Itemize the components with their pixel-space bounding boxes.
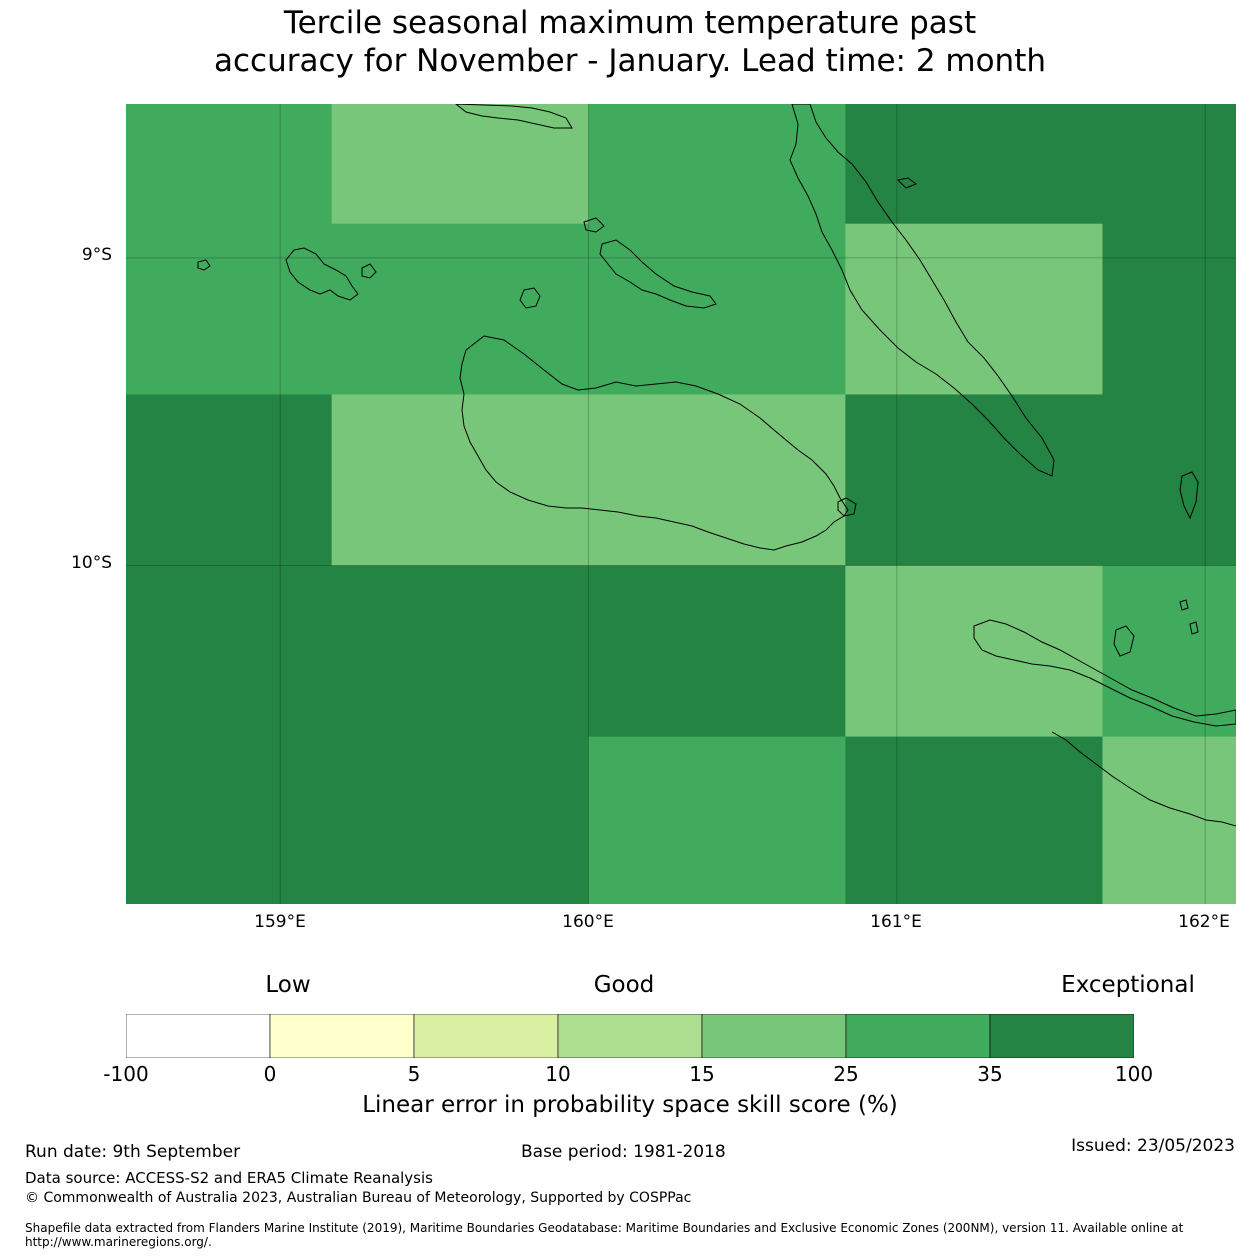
grid-cell <box>1102 104 1236 225</box>
data-source: Data source: ACCESS-S2 and ERA5 Climate … <box>25 1169 433 1187</box>
grid-cell <box>126 394 333 567</box>
colorbar-tick: 15 <box>689 1062 715 1086</box>
lon-label-162e: 162°E <box>1178 912 1230 932</box>
grid-cell <box>588 104 846 225</box>
colorbar-bin <box>557 1013 703 1059</box>
run-date: Run date: 9th September <box>25 1142 241 1162</box>
coastline-islet-nggela-north <box>583 217 605 233</box>
legend-label-exceptional: Exceptional <box>1061 972 1195 998</box>
legend-label-good: Good <box>593 972 655 998</box>
map-canvas <box>126 104 1236 904</box>
colorbar-canvas <box>125 1013 1135 1059</box>
grid-cell <box>331 223 589 395</box>
grid-cell <box>588 736 846 904</box>
skill-score-map <box>126 104 1236 904</box>
colorbar-bin <box>989 1013 1135 1059</box>
colorbar-tick: 10 <box>545 1062 571 1086</box>
coastline-islet-makira-north <box>1113 625 1135 657</box>
grid-cell <box>845 565 1103 738</box>
base-period: Base period: 1981-2018 <box>521 1142 726 1162</box>
grid-cell <box>126 223 333 395</box>
coastline-makira <box>973 619 1236 727</box>
coastline-guadalcanal <box>459 335 849 551</box>
colorbar-bin <box>125 1013 271 1059</box>
grid-cell <box>126 104 333 225</box>
grid-cell <box>1102 223 1236 395</box>
grid-cell <box>331 565 589 738</box>
coastline-islet-small-2 <box>1189 621 1199 635</box>
lon-label-159e: 159°E <box>254 912 306 932</box>
coastline-russell-islands <box>285 247 359 301</box>
colorbar-bin <box>269 1013 415 1059</box>
grid-cell <box>126 565 333 738</box>
coastline-islet-russell-small <box>361 263 377 279</box>
colorbar-label: Linear error in probability space skill … <box>362 1092 898 1118</box>
title-line-1: Tercile seasonal maximum temperature pas… <box>283 5 977 41</box>
lat-label-9s: 9°S <box>81 245 112 265</box>
grid-cell <box>126 736 333 904</box>
grid-cell <box>845 223 1103 395</box>
shapefile-credit: Shapefile data extracted from Flanders M… <box>25 1221 1184 1249</box>
graticule <box>126 104 1236 904</box>
colorbar-tick: 0 <box>263 1062 277 1086</box>
grid-cell <box>1102 565 1236 738</box>
lon-label-161e: 161°E <box>870 912 922 932</box>
coastline-malaita <box>789 104 1055 477</box>
title-line-2: accuracy for November - January. Lead ti… <box>213 43 1047 79</box>
colorbar-tick: 35 <box>977 1062 1003 1086</box>
coastline-islet-small-1 <box>1179 599 1189 611</box>
colorbar-bin <box>845 1013 991 1059</box>
grid-cell <box>1102 736 1236 904</box>
colorbar-tick: 25 <box>833 1062 859 1086</box>
copyright: © Commonwealth of Australia 2023, Austra… <box>25 1190 692 1206</box>
colorbar-tick: 5 <box>407 1062 421 1086</box>
grid-cells <box>126 104 1236 904</box>
coastline-savo <box>519 287 541 309</box>
colorbar-bin <box>413 1013 559 1059</box>
grid-cell <box>331 394 589 567</box>
grid-cell <box>588 223 846 395</box>
coastline-santa-isabel-tip <box>455 104 573 129</box>
legend-label-low: Low <box>265 972 311 998</box>
grid-cell <box>845 104 1103 225</box>
grid-cell <box>331 104 589 225</box>
coastline-islet-east-guadalcanal <box>837 497 857 517</box>
coastline-islet-malaita-north <box>896 177 918 189</box>
colorbar-tick: 100 <box>1114 1062 1154 1086</box>
coastlines <box>197 104 1236 827</box>
grid-cell <box>1102 394 1236 567</box>
coastline-south-makira <box>1051 731 1236 827</box>
colorbar-bin <box>701 1013 847 1059</box>
grid-cell <box>845 394 1103 567</box>
coastline-islet-west <box>197 259 211 271</box>
map-title: Tercile seasonal maximum temperature pas… <box>0 4 1260 80</box>
grid-cell <box>845 736 1103 904</box>
issued-date: Issued: 23/05/2023 <box>1071 1136 1235 1156</box>
coastline-nggela-islands <box>599 239 717 309</box>
lat-label-10s: 10°S <box>71 553 112 573</box>
grid-cell <box>588 565 846 738</box>
colorbar-tick: -100 <box>103 1062 149 1086</box>
grid-cell <box>331 736 589 904</box>
lon-label-160e: 160°E <box>562 912 614 932</box>
grid-cell <box>588 394 846 567</box>
colorbar <box>125 1013 1135 1059</box>
coastline-ulawa <box>1179 471 1199 520</box>
